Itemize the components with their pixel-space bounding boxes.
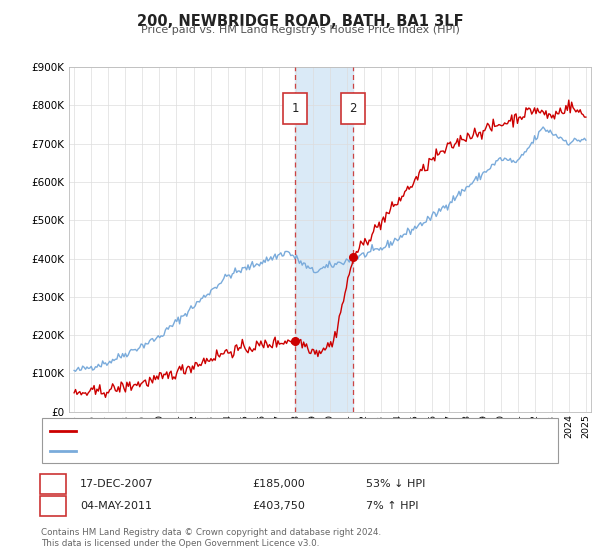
FancyBboxPatch shape bbox=[341, 93, 365, 124]
Text: HPI: Average price, detached house, Bath and North East Somerset: HPI: Average price, detached house, Bath… bbox=[81, 446, 433, 455]
Text: Price paid vs. HM Land Registry's House Price Index (HPI): Price paid vs. HM Land Registry's House … bbox=[140, 25, 460, 35]
Text: 2: 2 bbox=[349, 102, 356, 115]
Text: 53% ↓ HPI: 53% ↓ HPI bbox=[366, 479, 425, 489]
Text: 2: 2 bbox=[49, 499, 56, 512]
Text: £403,750: £403,750 bbox=[252, 501, 305, 511]
FancyBboxPatch shape bbox=[283, 93, 307, 124]
Text: 200, NEWBRIDGE ROAD, BATH, BA1 3LF: 200, NEWBRIDGE ROAD, BATH, BA1 3LF bbox=[137, 14, 463, 29]
Text: 17-DEC-2007: 17-DEC-2007 bbox=[80, 479, 154, 489]
Bar bbox=[295, 67, 353, 412]
Text: 04-MAY-2011: 04-MAY-2011 bbox=[80, 501, 152, 511]
Text: This data is licensed under the Open Government Licence v3.0.: This data is licensed under the Open Gov… bbox=[41, 539, 319, 548]
Text: 1: 1 bbox=[49, 477, 56, 491]
Text: Contains HM Land Registry data © Crown copyright and database right 2024.: Contains HM Land Registry data © Crown c… bbox=[41, 528, 381, 536]
Text: 200, NEWBRIDGE ROAD, BATH, BA1 3LF (detached house): 200, NEWBRIDGE ROAD, BATH, BA1 3LF (deta… bbox=[81, 426, 383, 436]
Text: 1: 1 bbox=[292, 102, 299, 115]
Text: 7% ↑ HPI: 7% ↑ HPI bbox=[366, 501, 419, 511]
Text: £185,000: £185,000 bbox=[252, 479, 305, 489]
